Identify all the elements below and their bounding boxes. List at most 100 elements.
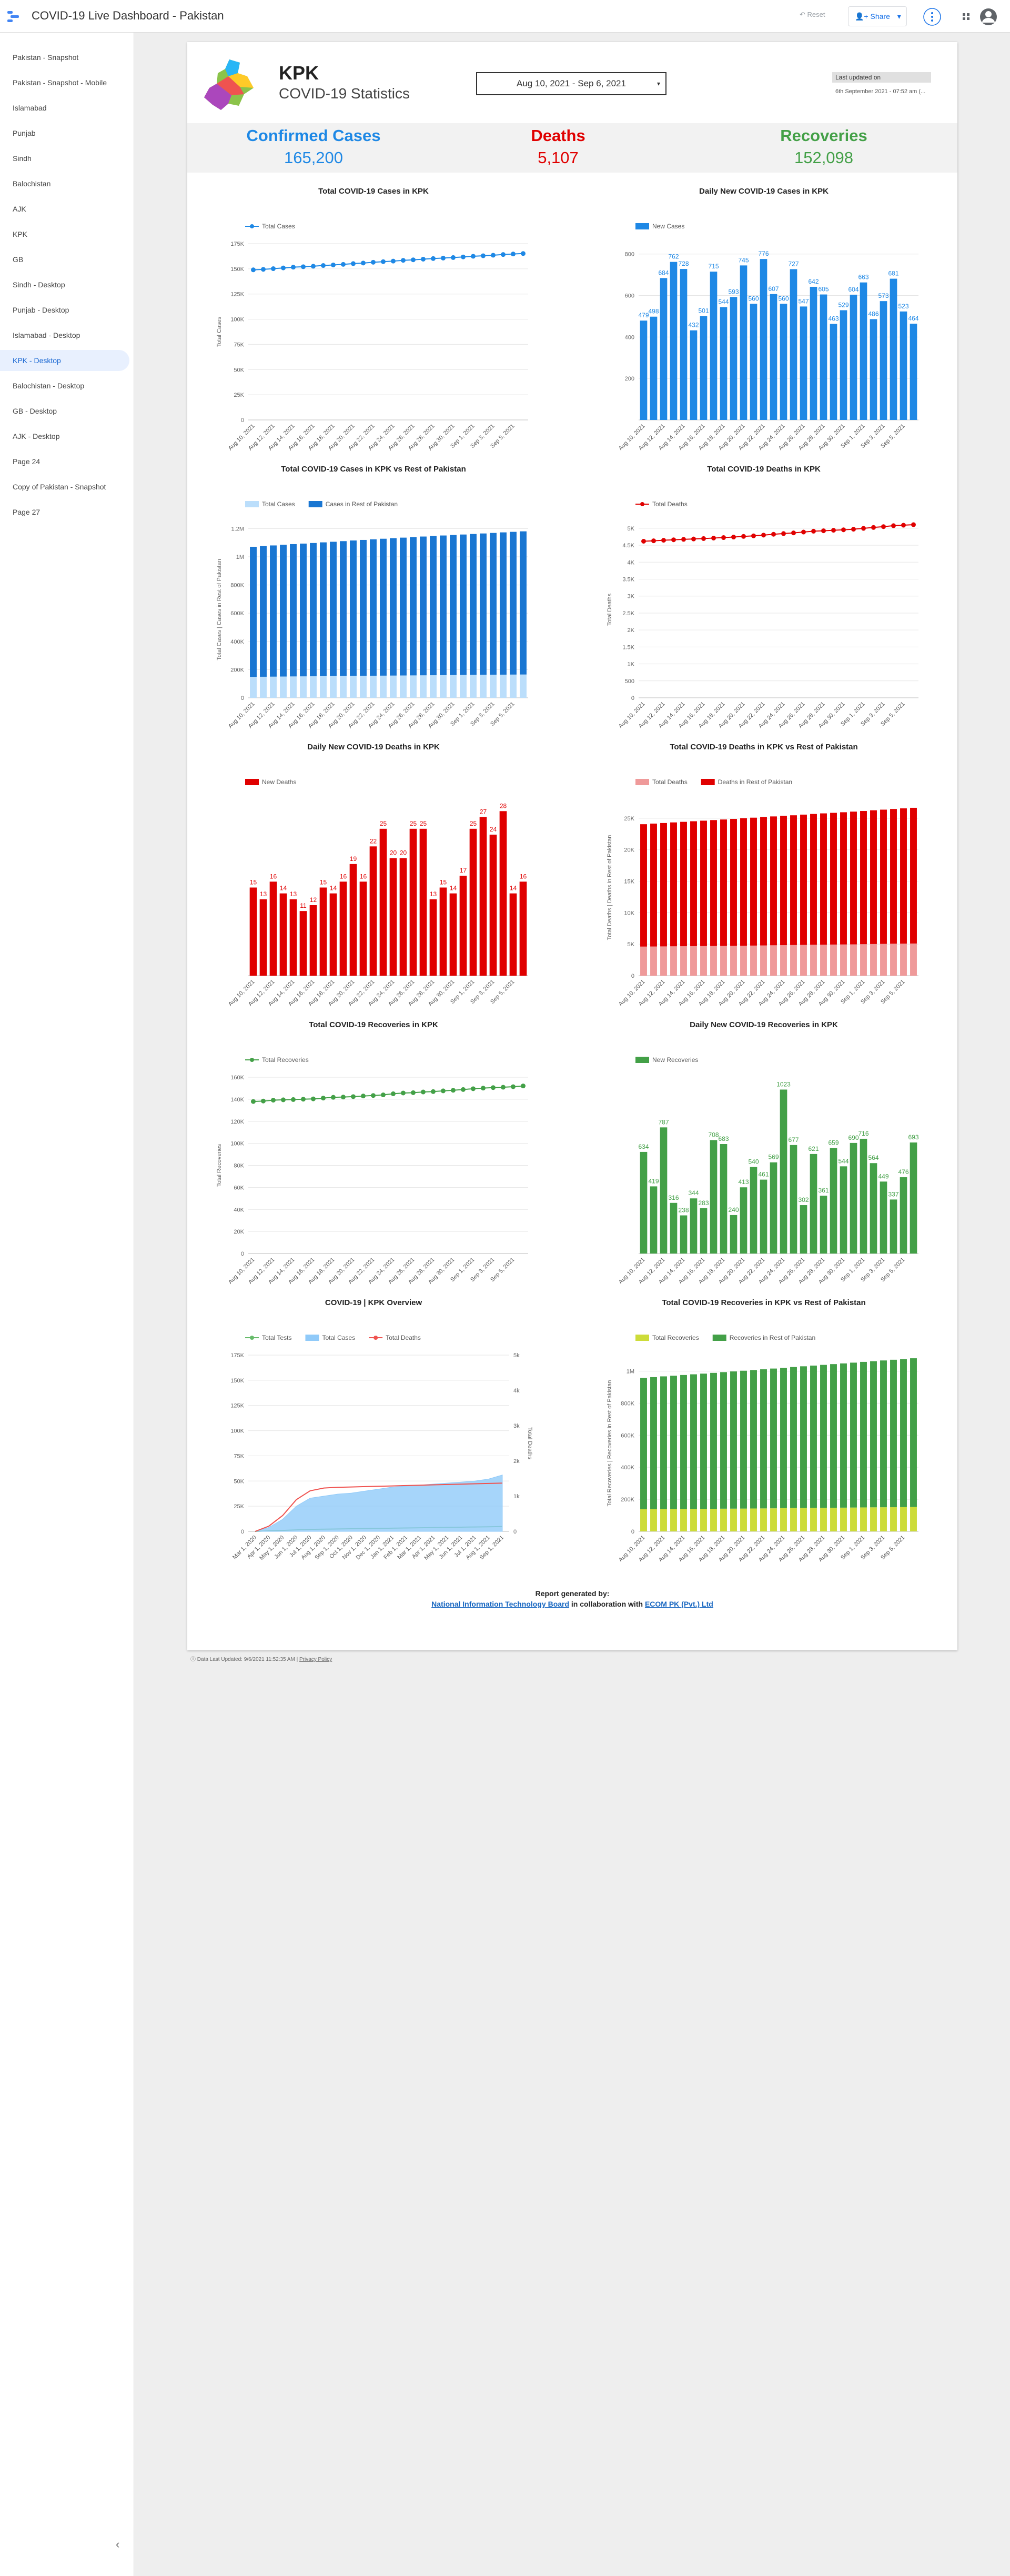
nav-item[interactable]: Sindh - Desktop	[13, 280, 65, 289]
nav-item[interactable]: Page 24	[13, 457, 41, 466]
data-label: 564	[868, 1154, 878, 1161]
data-label: 12	[310, 896, 317, 904]
bar-segment	[680, 1509, 687, 1531]
data-label: 776	[758, 250, 769, 257]
chart: Total COVID-19 Deaths in KPK vs Rest of …	[607, 743, 918, 1007]
bar-segment	[500, 532, 507, 675]
nav-item[interactable]: AJK	[13, 205, 26, 213]
point	[291, 265, 296, 270]
data-label: 560	[778, 295, 789, 302]
legend-swatch	[250, 1058, 254, 1062]
point	[261, 1098, 266, 1104]
nav-item[interactable]: KPK	[13, 230, 28, 238]
y-tick-label: 20K	[234, 1229, 244, 1235]
nav-item[interactable]: AJK - Desktop	[13, 432, 60, 440]
bar	[880, 1181, 887, 1254]
nav-item[interactable]: Islamabad - Desktop	[13, 331, 80, 339]
bar	[840, 1166, 847, 1254]
legend-label: New Recoveries	[652, 1056, 698, 1064]
data-label: 605	[818, 286, 829, 293]
chart-title: Total COVID-19 Cases in KPK	[318, 187, 429, 196]
data-label: 24	[490, 826, 497, 833]
bar	[850, 294, 857, 420]
nav-item[interactable]: Pakistan - Snapshot - Mobile	[13, 78, 107, 87]
nitb-link[interactable]: National Information Technology Board	[431, 1600, 570, 1608]
bar-segment	[360, 539, 367, 676]
chart-title: Total COVID-19 Recoveries in KPK vs Rest…	[662, 1298, 865, 1307]
y-tick-label: 25K	[234, 392, 244, 398]
data-label: 20	[390, 849, 397, 857]
bar-segment	[860, 811, 867, 945]
point	[501, 252, 506, 257]
data-label: 17	[460, 867, 467, 874]
bar	[780, 1089, 787, 1254]
point	[351, 1094, 356, 1099]
bar-segment	[340, 541, 347, 676]
nav-item[interactable]: GB	[13, 255, 24, 264]
y-tick-label: 10K	[624, 910, 634, 916]
chart-title: Daily New COVID-19 Cases in KPK	[699, 187, 829, 196]
point	[801, 529, 806, 535]
y-tick-label: 600K	[230, 610, 244, 617]
bar	[449, 893, 457, 976]
data-label: 708	[708, 1131, 719, 1138]
data-label: 540	[748, 1158, 759, 1166]
nav-item[interactable]: Islamabad	[13, 104, 47, 112]
nav-item[interactable]: GB - Desktop	[13, 407, 57, 415]
bar-segment	[720, 1508, 727, 1531]
data-label: 745	[738, 256, 749, 264]
ecom-link[interactable]: ECOM PK (Pvt.) Ltd	[644, 1600, 713, 1608]
nav-item[interactable]: Balochistan	[13, 179, 51, 188]
data-label: 25	[470, 820, 477, 827]
date-range-picker[interactable]: Aug 10, 2021 - Sep 6, 2021 ▾	[476, 72, 666, 95]
bar-segment	[480, 675, 487, 698]
share-button[interactable]: 👤+ Share ▾	[848, 6, 907, 26]
nav-item[interactable]: Copy of Pakistan - Snapshot	[13, 483, 106, 491]
bar	[910, 1142, 917, 1254]
bar-segment	[850, 811, 857, 945]
stat-value: 165,200	[284, 148, 344, 167]
nav-item[interactable]: KPK - Desktop	[0, 350, 129, 371]
legend-swatch	[373, 1336, 378, 1340]
bar	[780, 304, 787, 420]
point	[641, 538, 646, 544]
nav-item[interactable]: Balochistan - Desktop	[13, 382, 85, 390]
data-label: 727	[788, 260, 799, 267]
y-tick-label: 5K	[628, 941, 635, 948]
nav-item[interactable]: Punjab - Desktop	[13, 306, 69, 314]
bar-segment	[840, 944, 847, 976]
collapse-button[interactable]: ‹	[116, 2538, 120, 2551]
last-updated-label: Last updated on	[832, 72, 931, 83]
stats-band	[187, 123, 957, 173]
share-label: Share	[870, 12, 890, 21]
nav-item[interactable]: Punjab	[13, 129, 36, 137]
bar-segment	[820, 1365, 827, 1508]
bar-segment	[840, 1363, 847, 1508]
bar	[740, 1187, 748, 1254]
bar-segment	[430, 675, 437, 698]
bar-segment	[790, 1508, 797, 1531]
y-tick-label: 0	[241, 417, 244, 424]
page-footer: ⓘ Data Last Updated: 9/6/2021 11:52:35 A…	[190, 1657, 332, 1662]
legend-label: Total Deaths	[386, 1334, 421, 1341]
bar-segment	[710, 1509, 717, 1531]
nav-item[interactable]: Page 27	[13, 508, 41, 516]
reset-button[interactable]: ↶ Reset	[800, 11, 825, 18]
nav-item[interactable]: Sindh	[13, 154, 32, 163]
privacy-link[interactable]: Privacy Policy	[299, 1657, 332, 1662]
bar	[279, 893, 287, 976]
legend-label: Total Cases	[262, 223, 295, 230]
y-tick-label: 200K	[230, 667, 244, 673]
legend-swatch	[635, 1057, 649, 1063]
bar-segment	[670, 1376, 677, 1509]
data-label: 463	[828, 315, 839, 323]
bar-segment	[690, 821, 697, 946]
bar-segment	[380, 538, 387, 676]
nav-item[interactable]: Pakistan - Snapshot	[13, 53, 79, 62]
bar	[329, 893, 337, 976]
line	[253, 253, 523, 270]
bar	[660, 1127, 668, 1254]
legend-label: New Cases	[652, 223, 684, 230]
point	[491, 253, 496, 258]
apps-button[interactable]	[963, 13, 969, 20]
